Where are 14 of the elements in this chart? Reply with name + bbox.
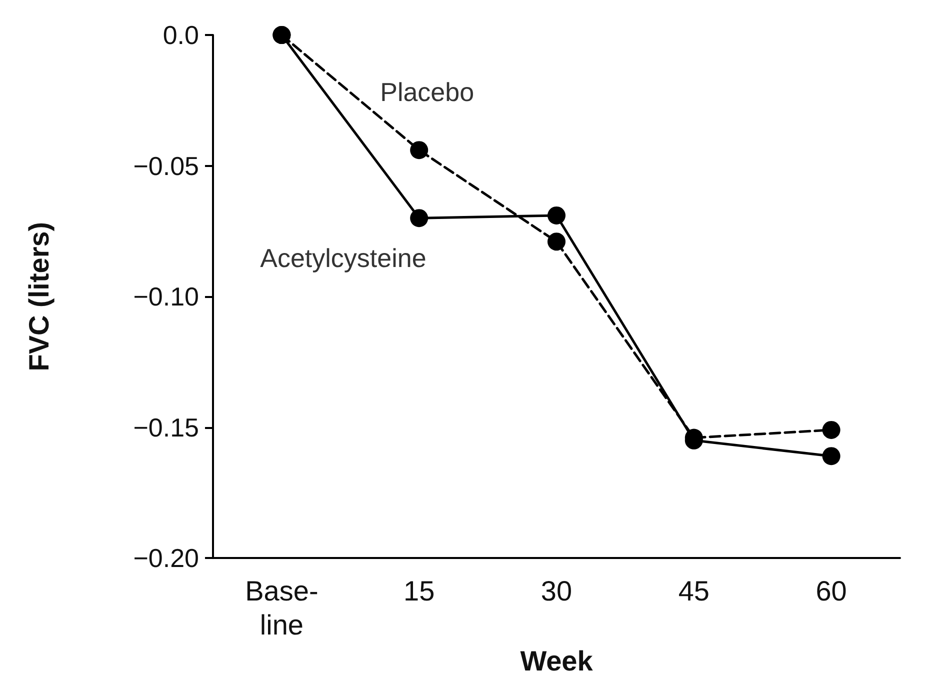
y-tick-label: 0.0	[162, 20, 199, 50]
y-axis-title: FVC (liters)	[24, 222, 54, 372]
x-axis-title: Week	[520, 646, 594, 676]
x-tick-label: 45	[678, 576, 710, 607]
y-tick-label: −0.20	[133, 543, 199, 574]
series-label: Placebo	[380, 77, 474, 108]
x-tick-label: Base- line	[245, 576, 318, 641]
series-label: Acetylcysteine	[260, 243, 426, 274]
y-tick-label: −0.05	[133, 150, 199, 181]
x-tick-label: 30	[540, 576, 572, 607]
x-tick-label: 60	[816, 576, 847, 607]
y-tick-label: −0.15	[133, 412, 199, 442]
y-tick-label: −0.10	[133, 282, 199, 312]
x-tick-label: 15	[404, 576, 435, 607]
